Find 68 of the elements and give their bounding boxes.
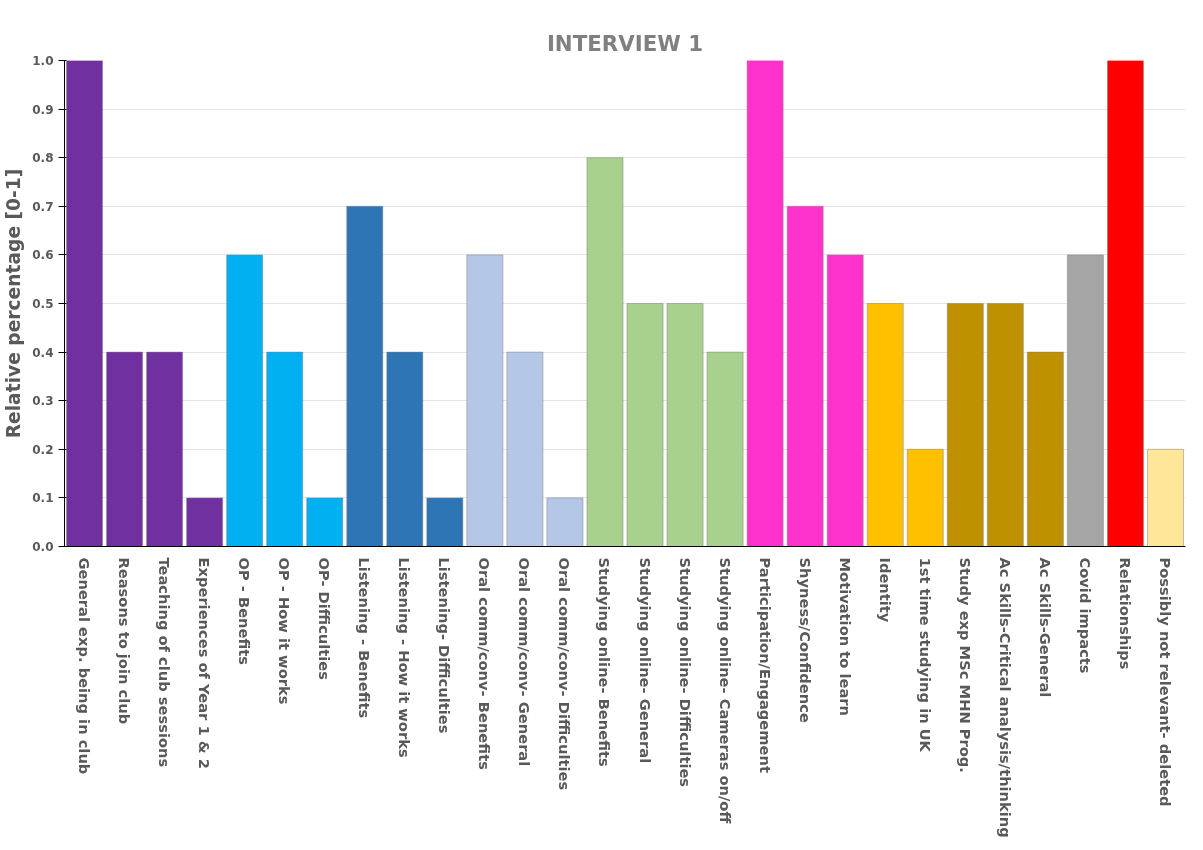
- bar: [186, 497, 224, 547]
- bar: [666, 303, 704, 547]
- x-tick-label: Ac Skills-General: [1036, 557, 1054, 698]
- bar: [426, 497, 464, 547]
- x-tick-label: Studying online- Benefits: [596, 557, 614, 768]
- bar: [866, 303, 904, 547]
- x-tick-label: Participation/Engagement: [756, 557, 774, 773]
- bar: [1026, 351, 1064, 547]
- bar: [1106, 60, 1144, 547]
- x-tick-label: Experiences of Year 1 & 2: [196, 557, 214, 769]
- x-tick-label: OP- Difficulties: [316, 557, 334, 681]
- x-tick-label: Possibly not relevant- deleted: [1156, 557, 1174, 807]
- y-tick-label: 0.8: [32, 151, 54, 166]
- bar: [386, 351, 424, 547]
- x-tick-label: OP - Benefits: [236, 557, 254, 666]
- x-tick-label: Teaching of club sessions: [156, 557, 174, 768]
- bar: [626, 303, 664, 547]
- x-tick-label: Oral comm/conv- Benefits: [476, 557, 494, 771]
- x-tick-label: Identity: [876, 557, 894, 623]
- x-tick-label: Motivation to learn: [836, 557, 854, 716]
- x-tick-label: Shyness/Confidence: [796, 557, 814, 723]
- x-tick-label: Oral comm/conv- General: [516, 557, 534, 767]
- x-tick-label: Studying online- General: [636, 557, 654, 764]
- x-tick-label: Studying online- Cameras on/off: [716, 557, 734, 824]
- y-tick-label: 0.7: [32, 199, 54, 214]
- y-tick-label: 0.6: [32, 248, 54, 263]
- x-tick-label: Reasons to join club: [116, 557, 134, 725]
- y-tick-label: 0.5: [32, 297, 54, 311]
- bar: [946, 303, 984, 547]
- bar: [546, 497, 584, 547]
- y-tick-label: 0.2: [32, 442, 54, 457]
- x-tick-label: OP - How it works: [276, 557, 294, 705]
- bar: [906, 448, 944, 547]
- x-tick-label: Relationships: [1116, 557, 1134, 670]
- y-tick-label: 0.3: [32, 394, 54, 409]
- x-tick-label: Covid impacts: [1076, 557, 1094, 674]
- x-tick-label: Listening - How it works: [396, 557, 414, 758]
- bar: [346, 205, 384, 547]
- bar: [106, 351, 144, 547]
- bar: [1146, 448, 1184, 547]
- bar: [306, 497, 344, 547]
- x-tick-label: Listening - Benefits: [356, 557, 374, 719]
- bar: [466, 254, 504, 547]
- bar: [786, 205, 824, 547]
- y-tick-label: 1.0: [32, 54, 54, 68]
- y-tick-label: 0.1: [32, 491, 54, 506]
- x-tick-label: Ac Skills-Critical analysis/thinking: [996, 557, 1014, 838]
- chart-title: INTERVIEW 1: [546, 30, 704, 56]
- x-tick-label: Study exp MSc MHN Prog.: [956, 557, 974, 773]
- bar: [146, 351, 184, 547]
- y-tick-label: 0.0: [32, 540, 54, 554]
- bar: [226, 254, 264, 547]
- bar: [706, 351, 744, 547]
- x-tick-label: General exp. being in club: [76, 557, 94, 775]
- x-tick-label: Studying online- Difficulties: [676, 557, 694, 788]
- bar: [1066, 254, 1104, 547]
- bar: [266, 351, 304, 547]
- y-tick-label: 0.4: [32, 345, 54, 360]
- x-tick-label: Listening- Difficulties: [436, 557, 454, 734]
- bar: [586, 157, 624, 547]
- y-axis-title: Relative percentage [0-1]: [3, 168, 25, 439]
- bar: [506, 351, 544, 547]
- bar: [746, 60, 784, 547]
- y-tick-label: 0.9: [32, 102, 54, 117]
- x-tick-label: 1st time studying in UK: [916, 557, 934, 753]
- bar: [826, 254, 864, 547]
- x-tick-label: Oral comm/conv- Difficulties: [556, 557, 574, 791]
- bar: [986, 303, 1024, 547]
